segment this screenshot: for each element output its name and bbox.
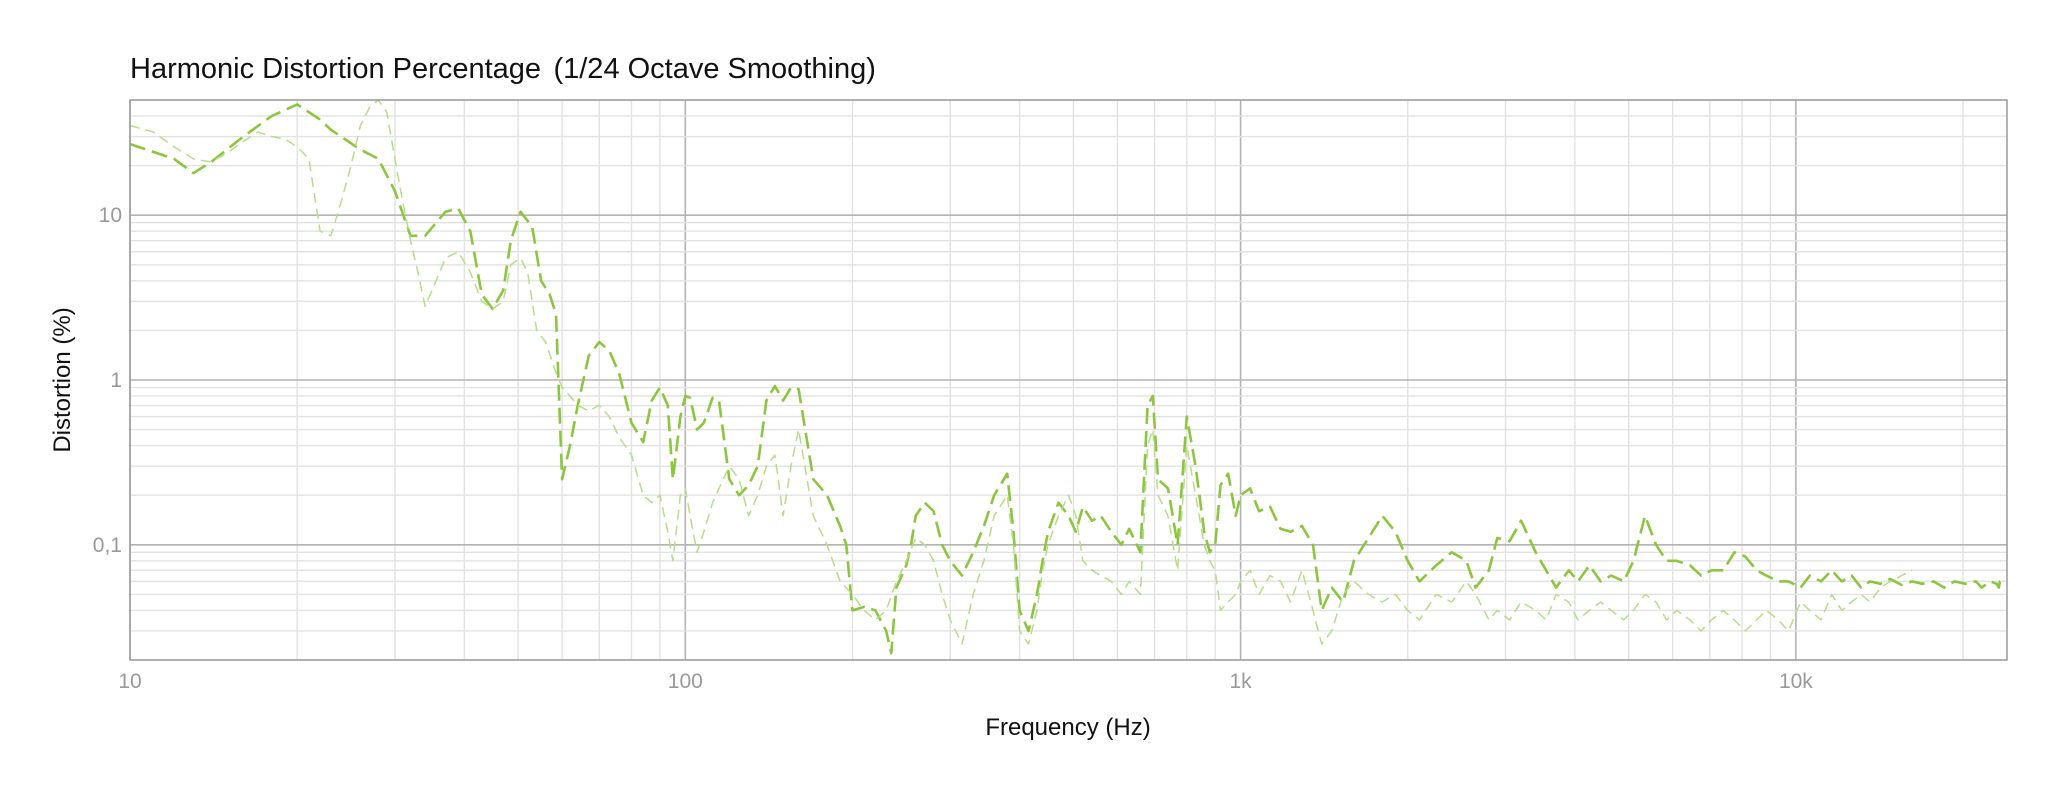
y-axis-label: Distortion (%) — [49, 307, 76, 452]
tick-labels: 10 100 1k 10k 0,1 1 10 — [93, 204, 1814, 693]
series-line-2 — [129, 99, 1913, 645]
plot-frame — [129, 99, 2008, 661]
x-tick-label: 100 — [668, 670, 703, 693]
x-tick-label: 10 — [118, 670, 141, 693]
series-line-1 — [129, 103, 2007, 655]
chart-title-main: Harmonic Distortion Percentage — [130, 53, 541, 85]
plot-series — [129, 99, 2007, 655]
x-tick-label: 10k — [1779, 670, 1813, 693]
chart-title: Harmonic Distortion Percentage (1/24 Oct… — [130, 53, 876, 85]
x-tick-label: 1k — [1229, 670, 1252, 693]
y-tick-label: 10 — [99, 204, 122, 227]
chart-title-subtitle: (1/24 Octave Smoothing) — [553, 53, 875, 85]
y-tick-label: 0,1 — [93, 534, 122, 557]
y-tick-label: 1 — [110, 369, 122, 392]
x-axis-label: Frequency (Hz) — [985, 714, 1150, 741]
plot-grid — [129, 99, 2007, 661]
